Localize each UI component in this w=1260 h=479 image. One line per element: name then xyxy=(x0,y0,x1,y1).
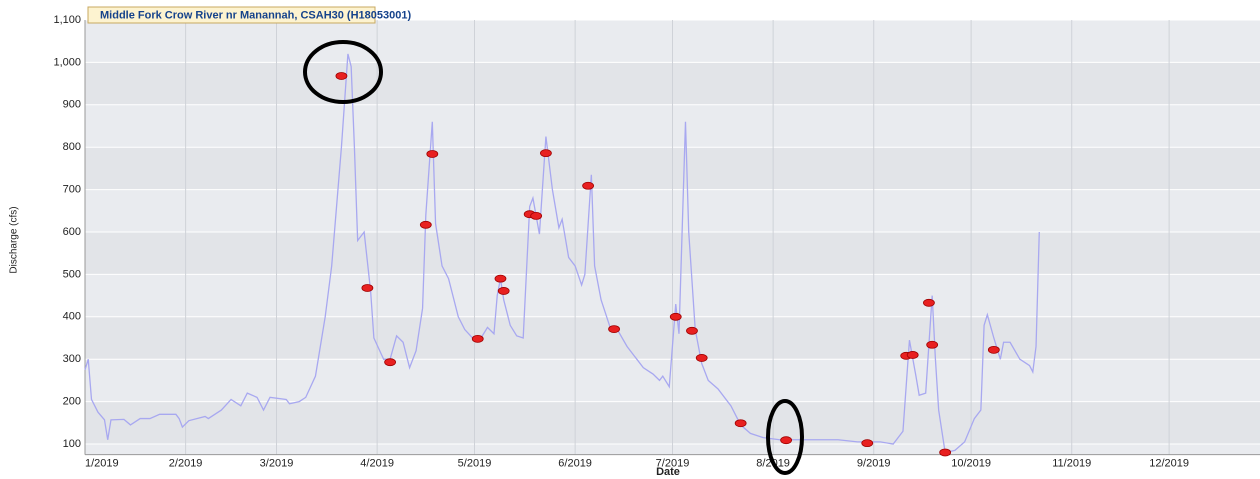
measurement-point xyxy=(471,334,484,343)
measurement-point xyxy=(780,436,793,445)
measurement-point xyxy=(419,220,432,229)
x-tick-label: 12/2019 xyxy=(1149,458,1189,470)
measurement-point xyxy=(608,325,620,333)
measurement-point xyxy=(494,274,507,283)
measurement-point xyxy=(530,211,543,220)
x-tick-label: 10/2019 xyxy=(951,458,991,470)
x-tick-label: 4/2019 xyxy=(360,458,394,470)
x-tick-label: 3/2019 xyxy=(260,458,294,470)
measurement-point xyxy=(669,312,682,321)
y-tick-label: 200 xyxy=(63,396,81,408)
y-tick-label: 600 xyxy=(63,226,81,238)
highlight-circle xyxy=(303,40,383,104)
y-tick-label: 300 xyxy=(63,353,81,365)
y-tick-label: 700 xyxy=(63,184,81,196)
measurement-point xyxy=(497,287,510,295)
x-tick-label: 9/2019 xyxy=(857,458,891,470)
y-tick-label: 900 xyxy=(63,99,81,111)
measurement-point xyxy=(695,354,708,362)
measurement-point xyxy=(906,351,919,359)
highlight-circle xyxy=(766,399,804,475)
measurement-point xyxy=(582,181,595,190)
y-tick-label: 1,100 xyxy=(53,14,81,26)
measurement-point xyxy=(686,326,698,335)
y-tick-label: 400 xyxy=(63,311,81,323)
measurement-point xyxy=(926,340,939,349)
x-tick-label: 2/2019 xyxy=(169,458,203,470)
measurement-point xyxy=(540,149,552,158)
measurement-point xyxy=(861,439,874,448)
y-tick-label: 800 xyxy=(63,141,81,153)
chart-title: Middle Fork Crow River nr Manannah, CSAH… xyxy=(100,9,411,21)
plot-area: 100 200 300 400 500 600 700 800 900 1,000 1,100 1/2… xyxy=(53,14,1260,470)
measurement-point xyxy=(426,150,439,158)
measurement-point xyxy=(361,284,374,292)
x-tick-label: 5/2019 xyxy=(458,458,492,470)
measurement-point xyxy=(987,345,1000,354)
measurement-point xyxy=(734,419,747,428)
y-tick-label: 1,000 xyxy=(53,56,81,68)
measurement-point xyxy=(384,358,397,367)
y-axis-label: Discharge (cfs) xyxy=(9,206,20,273)
measurement-point xyxy=(335,72,348,80)
title-box xyxy=(87,6,376,24)
measurement-point xyxy=(939,448,952,457)
y-tick-label: 500 xyxy=(63,268,81,280)
x-axis-label: Date xyxy=(656,466,680,478)
x-tick-label: 7/2019 xyxy=(656,458,690,470)
x-tick-label: 6/2019 xyxy=(558,458,592,470)
x-tick-label: 1/2019 xyxy=(85,458,119,470)
y-tick-label: 100 xyxy=(63,438,81,450)
measurement-point xyxy=(923,298,935,307)
flow-line xyxy=(84,53,1040,454)
x-tick-label: 11/2019 xyxy=(1052,458,1091,470)
